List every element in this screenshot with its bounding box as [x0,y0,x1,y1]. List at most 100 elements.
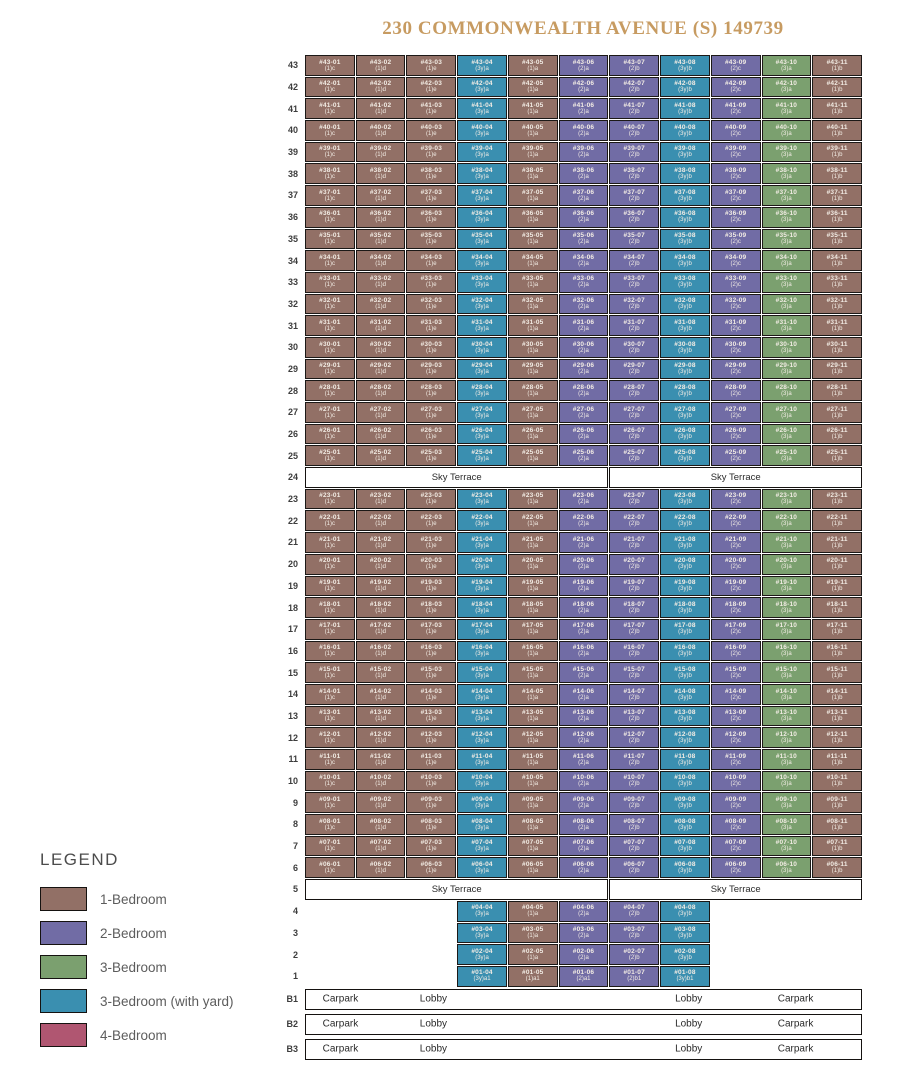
unit-number: #35-07 [623,232,645,240]
unit-subtype: (3)a [781,325,792,332]
unit-cell: #28-02 (1)d [355,380,406,401]
unit-subtype: (1)b [831,108,843,115]
unit-subtype: (1)b [831,174,843,181]
unit-number: #39-06 [572,145,595,153]
unit-cell: #34-05 (1)a [507,250,558,271]
unit-number: #34-10 [775,253,798,261]
unit-subtype: (1)e [425,369,437,376]
unit-number: #10-09 [724,774,747,782]
unit-number: #42-01 [319,80,341,88]
unit-cell: #29-06 (2)a [558,358,609,380]
unit-subtype: (1)a [527,65,539,72]
unit-cell: #36-03 (1)e [406,206,457,228]
unit-number: #33-01 [319,275,341,283]
unit-number: #20-04 [471,557,493,565]
unit-subtype: (1)a [527,607,539,614]
unit-cell: #04-04 (3y)a [457,900,507,922]
unit-cell: #20-11 (1)b [812,553,862,575]
unit-cell: #28-03 (1)e [406,380,457,401]
unit-subtype: (1)a [527,130,539,137]
unit-number: #43-01 [319,58,341,66]
unit-number: #29-02 [369,362,392,370]
unit-number: #25-10 [775,448,798,456]
unit-number: #21-07 [623,535,645,543]
unit-subtype: (2)a [578,65,589,72]
unit-cell: #42-01 (1)c [305,76,355,98]
unit-subtype: (2)a [578,130,589,137]
empty-cell [762,923,812,944]
unit-cell: #30-10 (3)a [761,336,812,358]
unit-number: #22-05 [522,514,544,522]
unit-subtype: (1)c [324,390,336,397]
unit-number: #17-11 [826,622,848,630]
unit-subtype: (2)c [730,195,741,202]
floor-number: 30 [287,342,298,353]
unit-cell: #27-07 (2)b [609,402,660,423]
unit-cell: #38-06 (2)a [558,163,609,185]
page-title: 230 COMMONWEALTH AVENUE (S) 149739 [382,18,784,39]
unit-subtype: (2)c [730,239,741,246]
unit-cell: #27-04 (3y)a [457,402,507,423]
unit-number: #14-07 [623,687,645,695]
floor-row-20: 20 #20-01 (1)c #20-02 (1)d #20-03 (1)e #20-04 (3… [270,553,862,575]
unit-subtype: (2)a [578,434,589,441]
unit-subtype: (2)b [628,564,640,571]
unit-cell: #30-03 (1)e [406,336,457,358]
unit-subtype: (2)c [730,607,741,614]
unit-cell: #43-01 (1)c [305,55,355,76]
unit-cell: #35-07 (2)b [609,228,660,250]
unit-number: #08-05 [522,817,544,825]
unit-cell: #07-07 (2)b [609,835,660,857]
unit-cell: #28-06 (2)a [558,380,609,401]
unit-cell: #12-06 (2)a [558,727,609,748]
empty-cell [406,966,456,987]
unit-cell: #19-05 (1)a [507,575,558,597]
unit-subtype: (1)d [375,607,386,614]
unit-subtype: (2)b [628,434,640,441]
unit-number: #25-06 [572,448,595,456]
unit-subtype: (3)a [781,521,792,528]
sky-terrace-section: Sky Terrace [305,467,609,488]
unit-cell: #20-02 (1)d [355,553,406,575]
unit-cell: #15-04 (3y)a [457,662,507,683]
empty-cell [305,901,355,922]
unit-number: #08-11 [826,817,848,825]
unit-number: #17-10 [775,622,798,630]
unit-subtype: (1)b [831,694,843,701]
unit-subtype: (2)b [628,586,640,593]
unit-number: #42-11 [826,80,848,88]
unit-cell: #28-09 (2)c [710,380,761,401]
unit-cell: #40-07 (2)b [609,120,660,141]
unit-number: #11-06 [572,752,595,760]
basement-label-lobby: Lobby [419,1018,448,1030]
floor-number: 33 [287,277,298,288]
unit-subtype: (1)a1 [525,976,540,983]
unit-number: #20-01 [319,557,341,565]
unit-cell: #25-04 (3y)a [457,445,507,467]
unit-cell: #16-06 (2)a [558,640,609,662]
unit-number: #14-03 [420,687,443,695]
unit-cell: #09-03 (1)e [406,792,457,814]
unit-number: #20-10 [775,557,798,565]
unit-subtype: (1)e [425,239,437,246]
unit-number: #26-02 [369,427,392,435]
unit-cell: #34-02 (1)d [355,250,406,271]
unit-cell: #08-09 (2)c [710,814,761,835]
unit-cell: #34-08 (3y)b [660,250,710,271]
unit-number: #33-02 [369,275,392,283]
unit-number: #38-03 [420,167,443,175]
unit-cell: #30-06 (2)a [558,336,609,358]
unit-cell: #30-05 (1)a [507,336,558,358]
unit-subtype: (3y)b [678,108,692,115]
unit-subtype: (3y)a [475,412,489,419]
unit-cell: #43-05 (1)a [507,55,558,76]
unit-subtype: (1)a [527,911,539,918]
unit-number: #27-07 [623,405,645,413]
unit-cell: #43-11 (1)b [812,55,862,76]
floor-row-24: 24 Sky Terrace Sky Terrace [270,467,862,488]
unit-subtype: (2)b [628,802,640,809]
unit-cell: #39-05 (1)a [507,141,558,163]
unit-subtype: (1)e [425,195,437,202]
unit-cell: #21-03 (1)e [406,532,457,553]
unit-subtype: (3y)a [475,629,489,636]
